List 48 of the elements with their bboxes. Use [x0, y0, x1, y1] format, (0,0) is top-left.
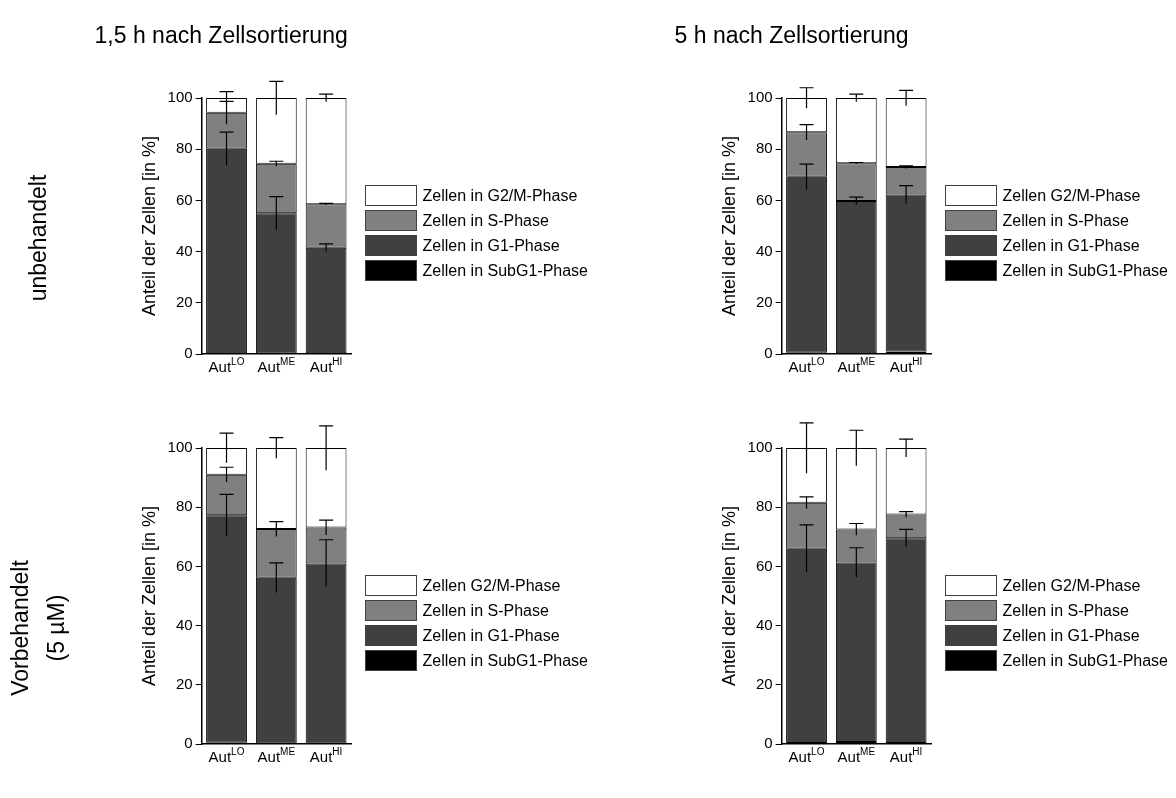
- y-tick-label: 40: [755, 615, 773, 633]
- y-tick-label: 80: [175, 139, 193, 157]
- legend-label: Zellen in SubG1-Phase: [422, 261, 588, 280]
- legend-label: Zellen G2/M-Phase: [1002, 186, 1141, 205]
- y-tick-label: 20: [175, 674, 193, 692]
- y-tick-label: 0: [183, 734, 193, 752]
- legend-label: Zellen G2/M-Phase: [422, 576, 561, 595]
- y-tick-label: 80: [175, 497, 193, 515]
- legend-label: Zellen in G1-Phase: [1002, 236, 1140, 255]
- y-tick-label: 100: [167, 88, 193, 106]
- legend-label: Zellen in SubG1-Phase: [1002, 651, 1168, 670]
- legend-label: Zellen in S-Phase: [1002, 211, 1129, 230]
- y-tick-label: 20: [755, 292, 773, 310]
- y-tick-label: 80: [755, 497, 773, 515]
- y-tick-label: 0: [183, 344, 193, 362]
- legend-label: Zellen in SubG1-Phase: [1002, 261, 1168, 280]
- y-tick-label: 40: [175, 615, 193, 633]
- y-axis-title: Anteil der Zellen [in %]: [718, 135, 739, 317]
- y-axis-title: Anteil der Zellen [in %]: [138, 135, 159, 317]
- y-tick-label: 100: [747, 438, 773, 456]
- y-tick-label: 20: [755, 674, 773, 692]
- legend-label: Zellen in G1-Phase: [422, 626, 560, 645]
- legend-label: Zellen in G2/M-Phase: [422, 186, 578, 205]
- legend-label: Zellen in SubG1-Phase: [422, 651, 588, 670]
- legend-label: Zellen in G1-Phase: [422, 236, 560, 255]
- legend-label: Zellen in S-Phase: [1002, 601, 1129, 620]
- y-tick-label: 60: [175, 556, 193, 574]
- legend-label: Zellen in G1-Phase: [1002, 626, 1140, 645]
- text: unbehandelt: [24, 173, 52, 304]
- y-tick-label: 40: [755, 241, 773, 259]
- y-axis-title: Anteil der Zellen [in %]: [138, 505, 159, 687]
- y-tick-label: 80: [755, 139, 773, 157]
- legend-label: Zellen in S-Phase: [422, 211, 549, 230]
- y-tick-label: 0: [763, 734, 773, 752]
- y-tick-label: 60: [175, 190, 193, 208]
- y-tick-label: 100: [747, 88, 773, 106]
- y-tick-label: 100: [167, 438, 193, 456]
- y-tick-label: 60: [755, 190, 773, 208]
- text: Vorbehandelt (5 µM): [6, 559, 70, 698]
- y-tick-label: 0: [763, 344, 773, 362]
- y-axis-title: Anteil der Zellen [in %]: [718, 505, 739, 687]
- y-tick-label: 40: [175, 241, 193, 259]
- legend-label: Zellen G2/M-Phase: [1002, 576, 1141, 595]
- chart-title: 5 h nach Zellsortierung: [673, 21, 910, 50]
- y-tick-label: 60: [755, 556, 773, 574]
- y-tick-label: 20: [175, 292, 193, 310]
- chart-title: 1,5 h nach Zellsortierung: [93, 21, 349, 50]
- legend-label: Zellen in S-Phase: [422, 601, 549, 620]
